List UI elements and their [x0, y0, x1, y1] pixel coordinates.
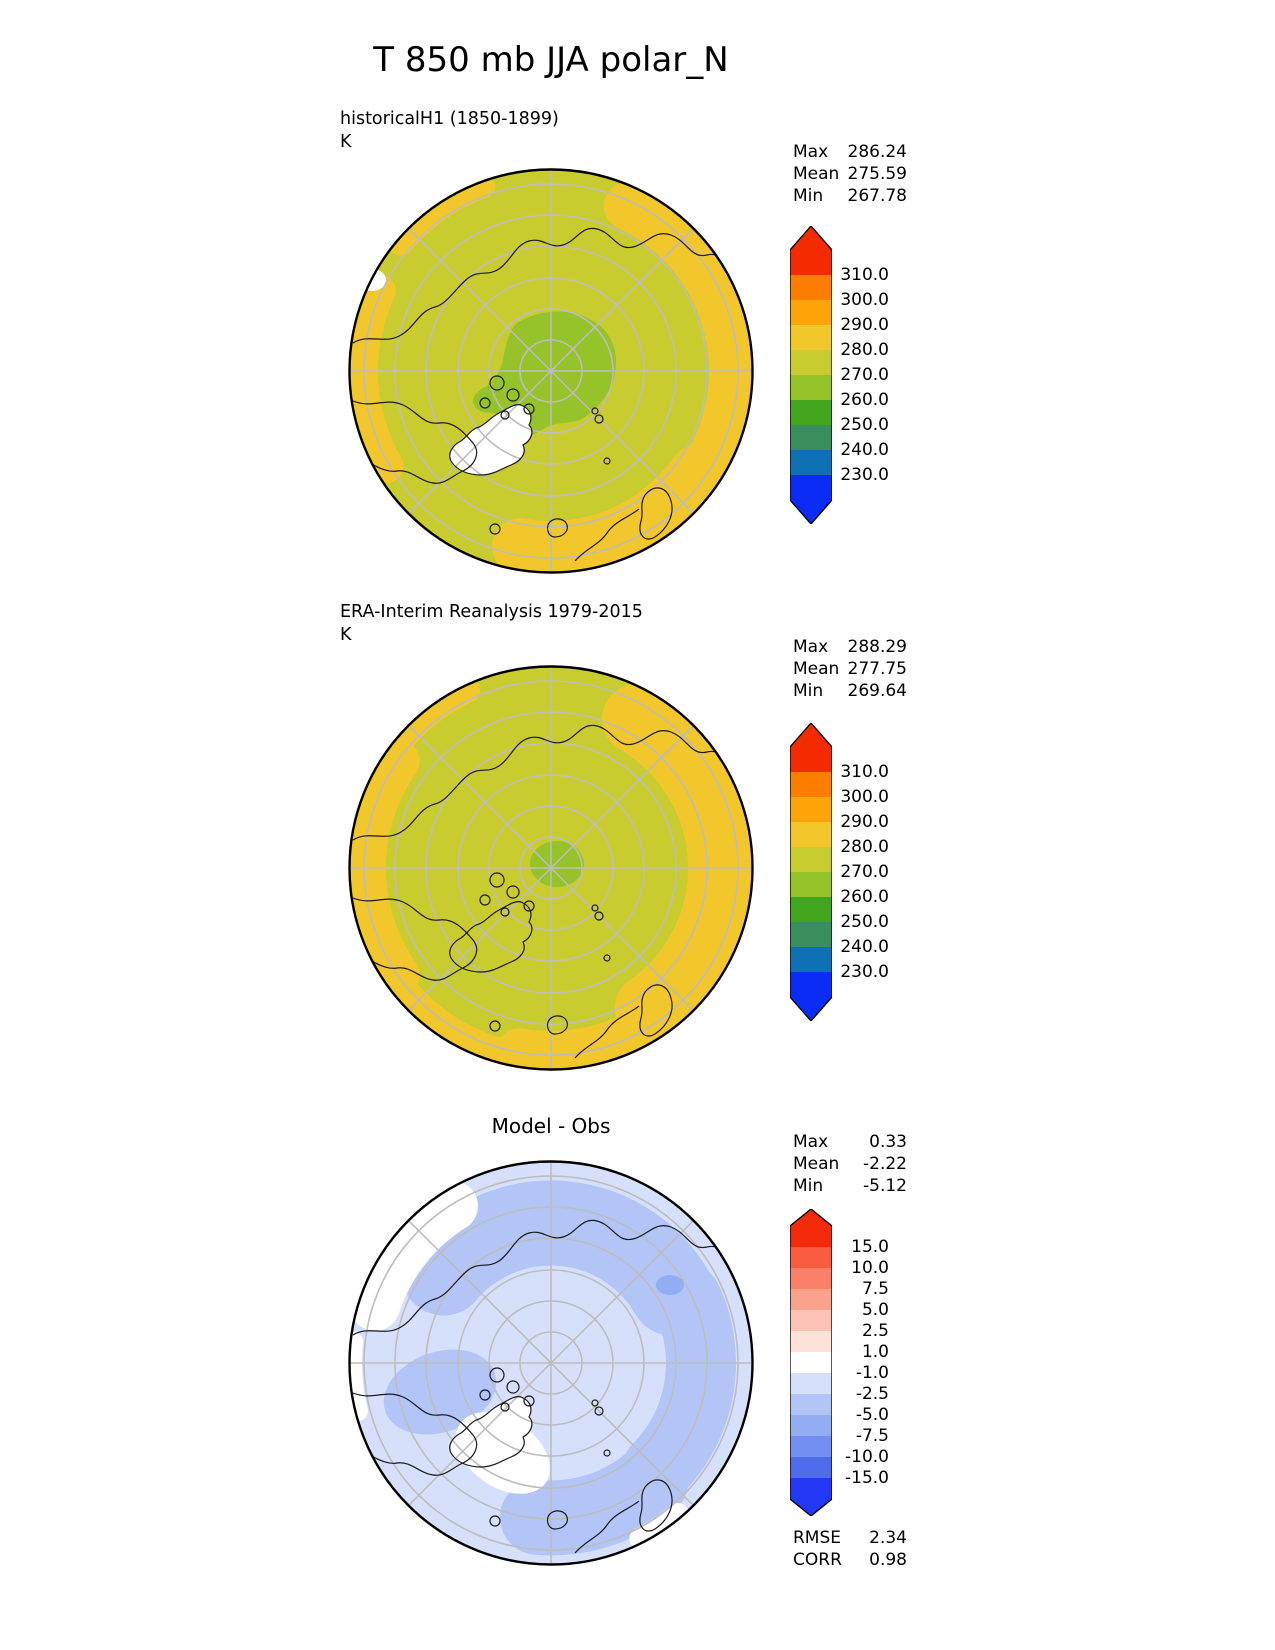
coastlines — [352, 1219, 749, 1554]
stat-min-value: 267.78 — [847, 186, 907, 206]
map-boundary-circle — [348, 665, 754, 1071]
colorbar-tick-label: 250.0 — [840, 912, 889, 932]
colorbar-tick-label: 300.0 — [840, 787, 889, 807]
map-boundary-circle — [348, 168, 754, 574]
stat-mean-label: Mean — [793, 1154, 840, 1174]
colorbar-tick-label: 290.0 — [840, 315, 889, 335]
stat-max-label: Max — [793, 142, 829, 162]
stat-max-value: 286.24 — [847, 142, 907, 162]
colorbar-tick-label: 280.0 — [840, 340, 889, 360]
map-fill-layer — [350, 1162, 752, 1564]
stat-max-label: Max — [793, 1132, 829, 1152]
colorbar-tick-label: -10.0 — [845, 1447, 889, 1467]
panel2-units: K — [340, 625, 352, 645]
stat-rmse-label: RMSE — [793, 1528, 842, 1548]
colorbar-tick-label: 310.0 — [840, 265, 889, 285]
panel2-stats: Max 288.29 Mean 277.75 Min 269.64 — [793, 636, 907, 702]
graticule — [350, 170, 752, 572]
stat-min-value: 269.64 — [847, 681, 907, 701]
colorbar-tick-label: 240.0 — [840, 937, 889, 957]
stat-max-label: Max — [793, 637, 829, 657]
stat-min-label: Min — [793, 1176, 824, 1196]
colorbar-tick-label: 5.0 — [861, 1300, 889, 1320]
colorbar-model — [790, 226, 832, 524]
colorbar-tick-label: -5.0 — [855, 1405, 889, 1425]
stat-rmse-value: 2.34 — [869, 1528, 907, 1548]
panel1-title: historicalH1 (1850-1899) — [340, 109, 559, 129]
map-model-minus-obs — [348, 1160, 754, 1566]
panel3-stats: Max 0.33 Mean -2.22 Min -5.12 — [793, 1131, 907, 1197]
map-model-climatology — [348, 168, 754, 574]
stat-max-value: 0.33 — [869, 1132, 907, 1152]
colorbar-tick-label: -2.5 — [855, 1384, 889, 1404]
stat-mean-value: -2.22 — [863, 1154, 907, 1174]
stat-row-min: Min 267.78 — [793, 185, 907, 207]
colorbar-tick-label: -7.5 — [855, 1426, 889, 1446]
stat-row-min: Min 269.64 — [793, 680, 907, 702]
colorbar-tick-label: 300.0 — [840, 290, 889, 310]
colorbar-tick-label: -15.0 — [845, 1468, 889, 1488]
stat-row-min: Min -5.12 — [793, 1175, 907, 1197]
panel1-units: K — [340, 132, 352, 152]
coastlines — [352, 227, 749, 562]
stat-corr-value: 0.98 — [869, 1550, 907, 1570]
map-fill-layer — [350, 667, 752, 1069]
stat-mean-label: Mean — [793, 164, 840, 184]
stat-row-max: Max 288.29 — [793, 636, 907, 658]
colorbar-tick-label: 260.0 — [840, 390, 889, 410]
colorbar-tick-label: 7.5 — [861, 1279, 889, 1299]
stat-row-mean: Mean 277.75 — [793, 658, 907, 680]
colorbar-difference — [790, 1209, 832, 1516]
greenland-outline — [449, 901, 533, 973]
stat-row-rmse: RMSE 2.34 — [793, 1527, 907, 1549]
map-reference-reanalysis — [348, 665, 754, 1071]
graticule — [350, 667, 752, 1069]
coastlines — [352, 724, 749, 1059]
stat-max-value: 288.29 — [847, 637, 907, 657]
map-boundary-circle — [348, 1160, 754, 1566]
stat-row-mean: Mean -2.22 — [793, 1153, 907, 1175]
colorbar-reference — [790, 723, 832, 1021]
stat-min-label: Min — [793, 186, 824, 206]
colorbar-tick-label: 230.0 — [840, 465, 889, 485]
stat-row-mean: Mean 275.59 — [793, 163, 907, 185]
greenland-outline — [449, 1396, 533, 1468]
panel1-stats: Max 286.24 Mean 275.59 Min 267.78 — [793, 141, 907, 207]
colorbar-tick-label: 310.0 — [840, 762, 889, 782]
colorbar-tick-label: 10.0 — [851, 1258, 889, 1278]
colorbar-tick-label: 230.0 — [840, 962, 889, 982]
panel3-title: Model - Obs — [491, 1114, 611, 1138]
colorbar-tick-label: 270.0 — [840, 862, 889, 882]
page-title: T 850 mb JJA polar_N — [373, 40, 729, 80]
panel2-title: ERA-Interim Reanalysis 1979-2015 — [340, 602, 643, 622]
stat-corr-label: CORR — [793, 1550, 842, 1570]
colorbar-tick-label: 250.0 — [840, 415, 889, 435]
graticule — [350, 1162, 752, 1564]
panel3-skill-scores: RMSE 2.34 CORR 0.98 — [793, 1527, 907, 1571]
greenland-outline — [449, 404, 533, 476]
stat-min-value: -5.12 — [863, 1176, 907, 1196]
colorbar-tick-label: 1.0 — [861, 1342, 889, 1362]
stat-min-label: Min — [793, 681, 824, 701]
stat-row-corr: CORR 0.98 — [793, 1549, 907, 1571]
colorbar-tick-label: 290.0 — [840, 812, 889, 832]
stat-mean-value: 275.59 — [847, 164, 907, 184]
colorbar-tick-label: 260.0 — [840, 887, 889, 907]
stat-row-max: Max 0.33 — [793, 1131, 907, 1153]
colorbar-tick-label: 240.0 — [840, 440, 889, 460]
colorbar-tick-label: -1.0 — [855, 1363, 889, 1383]
colorbar-tick-label: 280.0 — [840, 837, 889, 857]
map-fill-layer — [350, 170, 752, 572]
colorbar-tick-label: 2.5 — [861, 1321, 889, 1341]
stat-mean-value: 277.75 — [847, 659, 907, 679]
colorbar-tick-label: 15.0 — [851, 1237, 889, 1257]
colorbar-tick-label: 270.0 — [840, 365, 889, 385]
stat-mean-label: Mean — [793, 659, 840, 679]
stat-row-max: Max 286.24 — [793, 141, 907, 163]
